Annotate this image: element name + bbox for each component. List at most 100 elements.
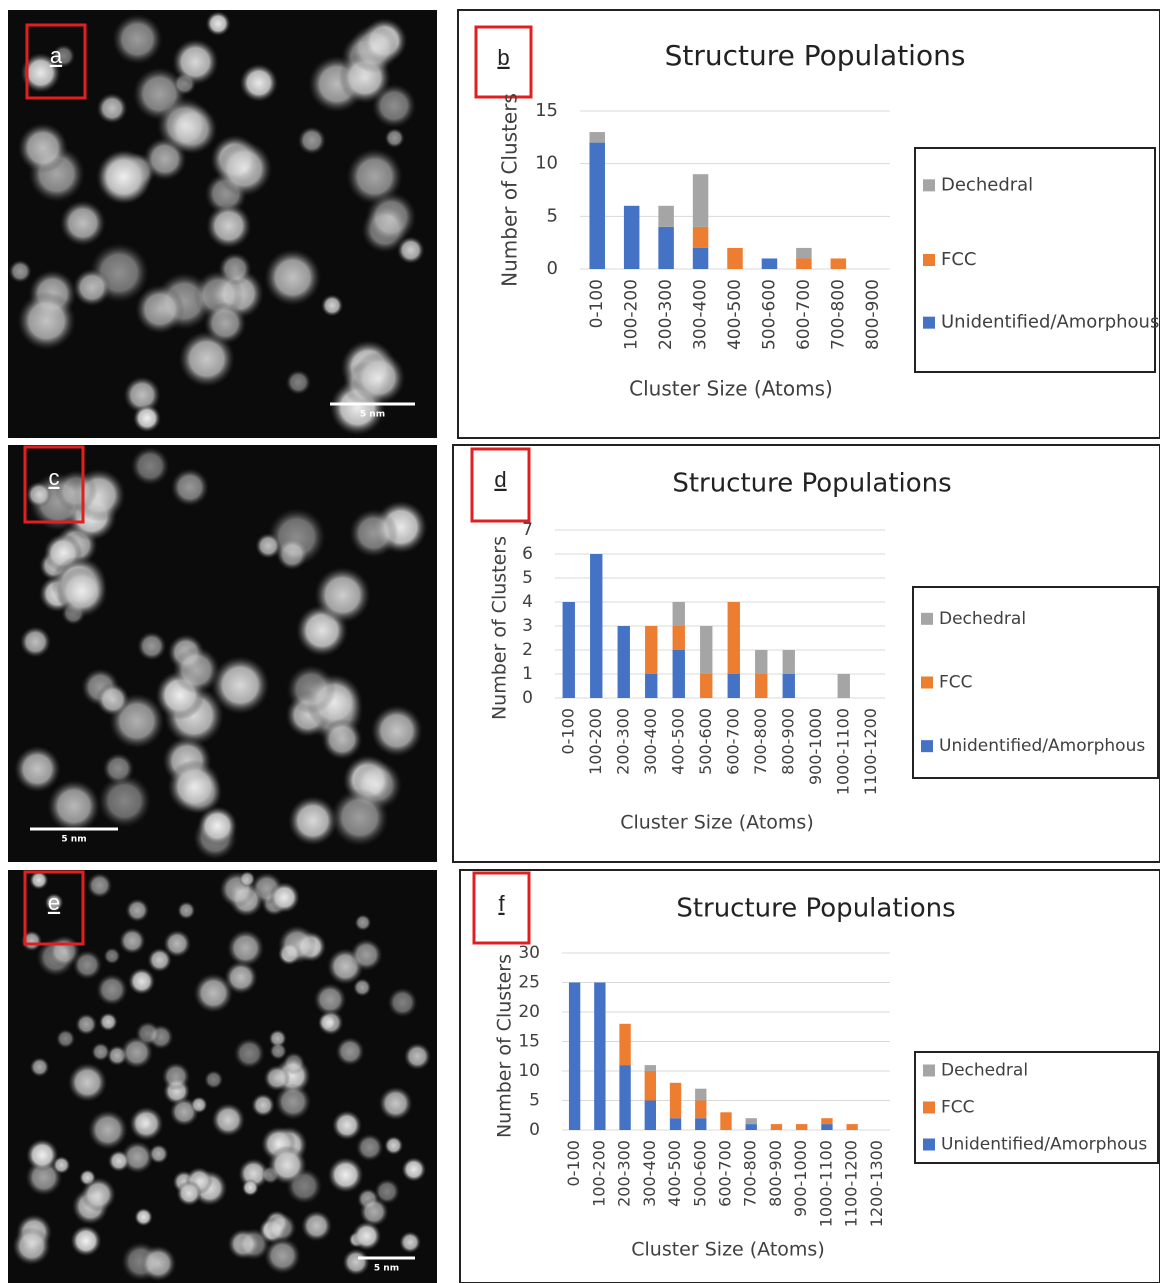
x-tick-label: 100-200 bbox=[586, 708, 605, 775]
y-tick-label: 5 bbox=[529, 1091, 540, 1111]
x-tick-label: 0-100 bbox=[564, 1140, 583, 1187]
bar-segment bbox=[720, 1112, 731, 1130]
particle bbox=[349, 509, 398, 558]
legend-swatch bbox=[923, 1139, 935, 1151]
legend-label: FCC bbox=[941, 1098, 975, 1118]
particle bbox=[227, 929, 264, 966]
panel-label: d bbox=[494, 467, 506, 492]
particle bbox=[314, 567, 370, 623]
bar-segment bbox=[700, 626, 712, 674]
particle bbox=[168, 760, 222, 814]
particle bbox=[119, 928, 146, 955]
particle bbox=[173, 646, 220, 693]
particle bbox=[133, 404, 161, 432]
particle bbox=[278, 925, 317, 964]
bar-segment bbox=[695, 1101, 706, 1119]
bar-segment bbox=[695, 1118, 706, 1130]
chart-title: Structure Populations bbox=[665, 39, 966, 72]
x-tick-label: 1200-1300 bbox=[867, 1140, 886, 1227]
bar-segment bbox=[755, 674, 767, 698]
y-tick-label: 2 bbox=[522, 640, 533, 660]
x-tick-label: 600-700 bbox=[723, 708, 742, 775]
y-tick-label: 10 bbox=[518, 1061, 540, 1081]
particle bbox=[242, 1179, 259, 1196]
particle bbox=[128, 968, 155, 995]
particle bbox=[343, 1249, 370, 1276]
particle bbox=[217, 141, 272, 196]
bar-segment bbox=[569, 983, 580, 1131]
legend-swatch bbox=[923, 179, 935, 191]
legend-label: FCC bbox=[939, 673, 973, 693]
bar-segment bbox=[645, 1065, 656, 1071]
x-tick-label: 400-500 bbox=[668, 708, 687, 775]
particle bbox=[211, 656, 269, 714]
x-tick-label: 700-800 bbox=[828, 279, 848, 350]
legend-swatch bbox=[921, 677, 933, 689]
particle bbox=[349, 24, 398, 73]
bar-segment bbox=[673, 602, 685, 626]
bar-segment bbox=[589, 143, 605, 269]
particle bbox=[60, 200, 106, 246]
particle bbox=[371, 705, 423, 757]
x-tick-label: 500-600 bbox=[690, 1140, 709, 1207]
x-tick-label: 300-400 bbox=[641, 708, 660, 775]
particle bbox=[318, 1010, 344, 1036]
particle bbox=[112, 14, 162, 64]
bar-segment bbox=[695, 1089, 706, 1101]
y-tick-label: 15 bbox=[535, 100, 558, 121]
bar-segment bbox=[670, 1118, 681, 1130]
legend-swatch bbox=[923, 317, 935, 329]
panel-label: f bbox=[498, 891, 505, 916]
particle bbox=[234, 1038, 265, 1069]
x-tick-label: 700-800 bbox=[741, 1140, 760, 1207]
particle bbox=[157, 97, 212, 152]
particle bbox=[251, 1093, 275, 1117]
y-tick-label: 6 bbox=[522, 544, 533, 564]
particle bbox=[269, 882, 300, 913]
x-tick-label: 0-100 bbox=[587, 279, 607, 328]
particle bbox=[239, 871, 255, 887]
bar-segment bbox=[645, 1071, 656, 1101]
particle bbox=[99, 1012, 118, 1031]
y-tick-label: 5 bbox=[547, 205, 558, 226]
y-tick-label: 4 bbox=[522, 592, 533, 612]
bar-segment bbox=[796, 258, 812, 269]
scale-bar-label: 5 nm bbox=[360, 410, 385, 420]
x-tick-label: 300-400 bbox=[691, 279, 711, 350]
particle bbox=[12, 1227, 50, 1265]
y-tick-label: 0 bbox=[529, 1120, 540, 1140]
particle bbox=[14, 746, 61, 793]
particle bbox=[149, 1144, 169, 1164]
y-axis-title: Number of Clusters bbox=[498, 93, 522, 287]
y-tick-label: 3 bbox=[522, 616, 533, 636]
y-tick-label: 30 bbox=[518, 943, 540, 963]
particle bbox=[379, 1086, 413, 1120]
bar-segment bbox=[590, 554, 602, 698]
particle bbox=[384, 1136, 403, 1155]
bar-segment bbox=[645, 674, 657, 698]
bar-segment bbox=[589, 132, 605, 143]
particle bbox=[331, 789, 389, 847]
panel-label: b bbox=[497, 45, 509, 70]
x-axis-title: Cluster Size (Atoms) bbox=[631, 1239, 825, 1261]
particle bbox=[328, 1157, 364, 1193]
x-tick-label: 1100-1200 bbox=[842, 1140, 861, 1227]
particle bbox=[17, 292, 75, 350]
x-axis-title: Cluster Size (Atoms) bbox=[620, 812, 814, 834]
particle bbox=[134, 1208, 152, 1226]
particle bbox=[255, 533, 281, 559]
bar-segment bbox=[727, 248, 743, 269]
particle bbox=[321, 294, 343, 316]
particle bbox=[171, 468, 209, 506]
x-tick-label: 100-200 bbox=[622, 279, 642, 350]
particle bbox=[162, 1062, 190, 1090]
bar-segment bbox=[618, 626, 630, 698]
particle bbox=[104, 947, 121, 964]
particle bbox=[98, 774, 151, 827]
bar-segment bbox=[783, 650, 795, 674]
particle bbox=[190, 1096, 207, 1113]
particle bbox=[20, 626, 51, 657]
bar-segment bbox=[619, 1065, 630, 1130]
particle bbox=[352, 1221, 381, 1250]
bar-segment bbox=[771, 1124, 782, 1130]
